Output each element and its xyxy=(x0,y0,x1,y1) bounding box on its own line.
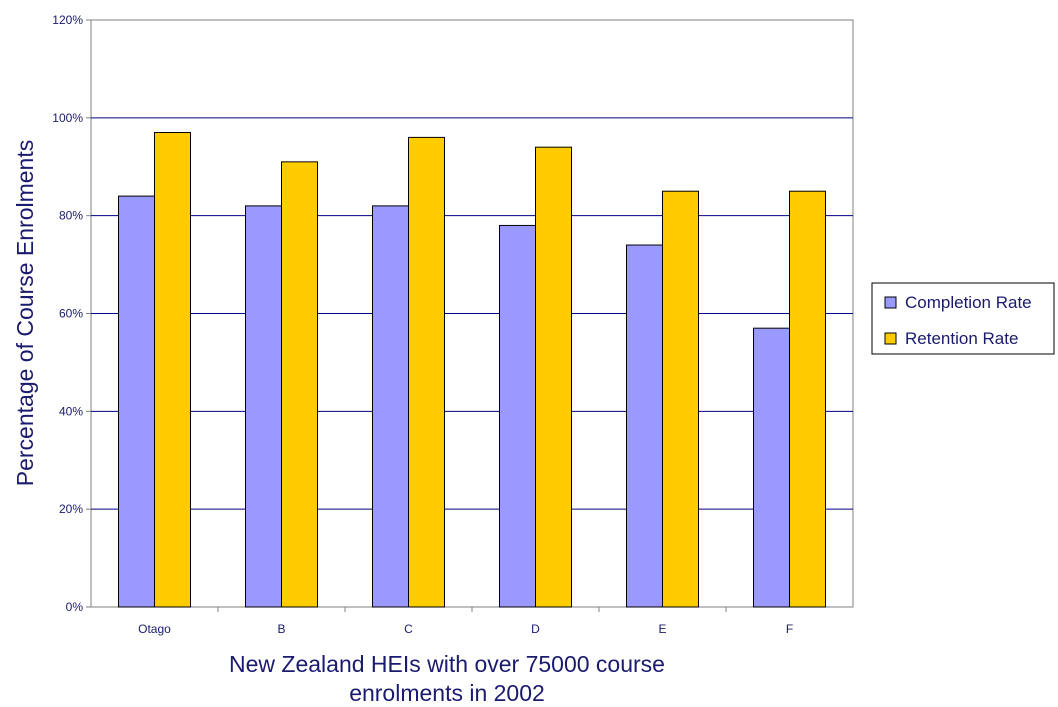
y-tick-label: 60% xyxy=(59,307,83,321)
x-tick-label: E xyxy=(658,622,666,636)
bar-completion-rate xyxy=(753,327,790,608)
x-tick-label: Otago xyxy=(138,622,171,636)
legend-swatch-retention xyxy=(884,332,897,345)
bar-completion-rate xyxy=(499,224,536,608)
x-axis-ticks: Otago B C D E F xyxy=(138,607,793,636)
y-axis-ticks: 0% 20% 40% 60% 80% 100% 120% xyxy=(52,13,91,614)
bar-retention-rate xyxy=(281,161,318,608)
gridlines xyxy=(91,117,853,510)
bar-retention-rate xyxy=(535,146,572,608)
bar-retention-rate xyxy=(408,136,445,608)
legend: Completion Rate Retention Rate xyxy=(871,282,1055,355)
legend-box xyxy=(871,282,1055,355)
y-tick-label: 100% xyxy=(52,111,83,125)
y-tick-label: 80% xyxy=(59,209,83,223)
y-tick-label: 0% xyxy=(66,600,84,614)
x-tick-label: C xyxy=(404,622,413,636)
x-tick-label: B xyxy=(277,622,285,636)
legend-label-completion: Completion Rate xyxy=(905,293,1032,312)
x-axis-title-line-1: New Zealand HEIs with over 75000 course xyxy=(229,651,665,677)
bar-completion-rate xyxy=(245,205,282,608)
bar-completion-rate xyxy=(372,205,409,608)
bar-completion-rate xyxy=(626,244,663,608)
x-tick-label: F xyxy=(786,622,793,636)
x-axis-title-line-2: enrolments in 2002 xyxy=(349,680,545,706)
y-tick-label: 20% xyxy=(59,502,83,516)
legend-label-retention: Retention Rate xyxy=(905,329,1018,348)
bar-retention-rate xyxy=(789,190,826,608)
bar-retention-rate xyxy=(154,132,191,608)
y-axis-title: Percentage of Course Enrolments xyxy=(12,140,38,486)
bar-completion-rate xyxy=(118,195,155,608)
bars xyxy=(118,132,826,608)
y-tick-label: 120% xyxy=(52,13,83,27)
legend-swatch-completion xyxy=(884,296,897,309)
y-tick-label: 40% xyxy=(59,404,83,418)
x-tick-label: D xyxy=(531,622,540,636)
bar-retention-rate xyxy=(662,190,699,608)
